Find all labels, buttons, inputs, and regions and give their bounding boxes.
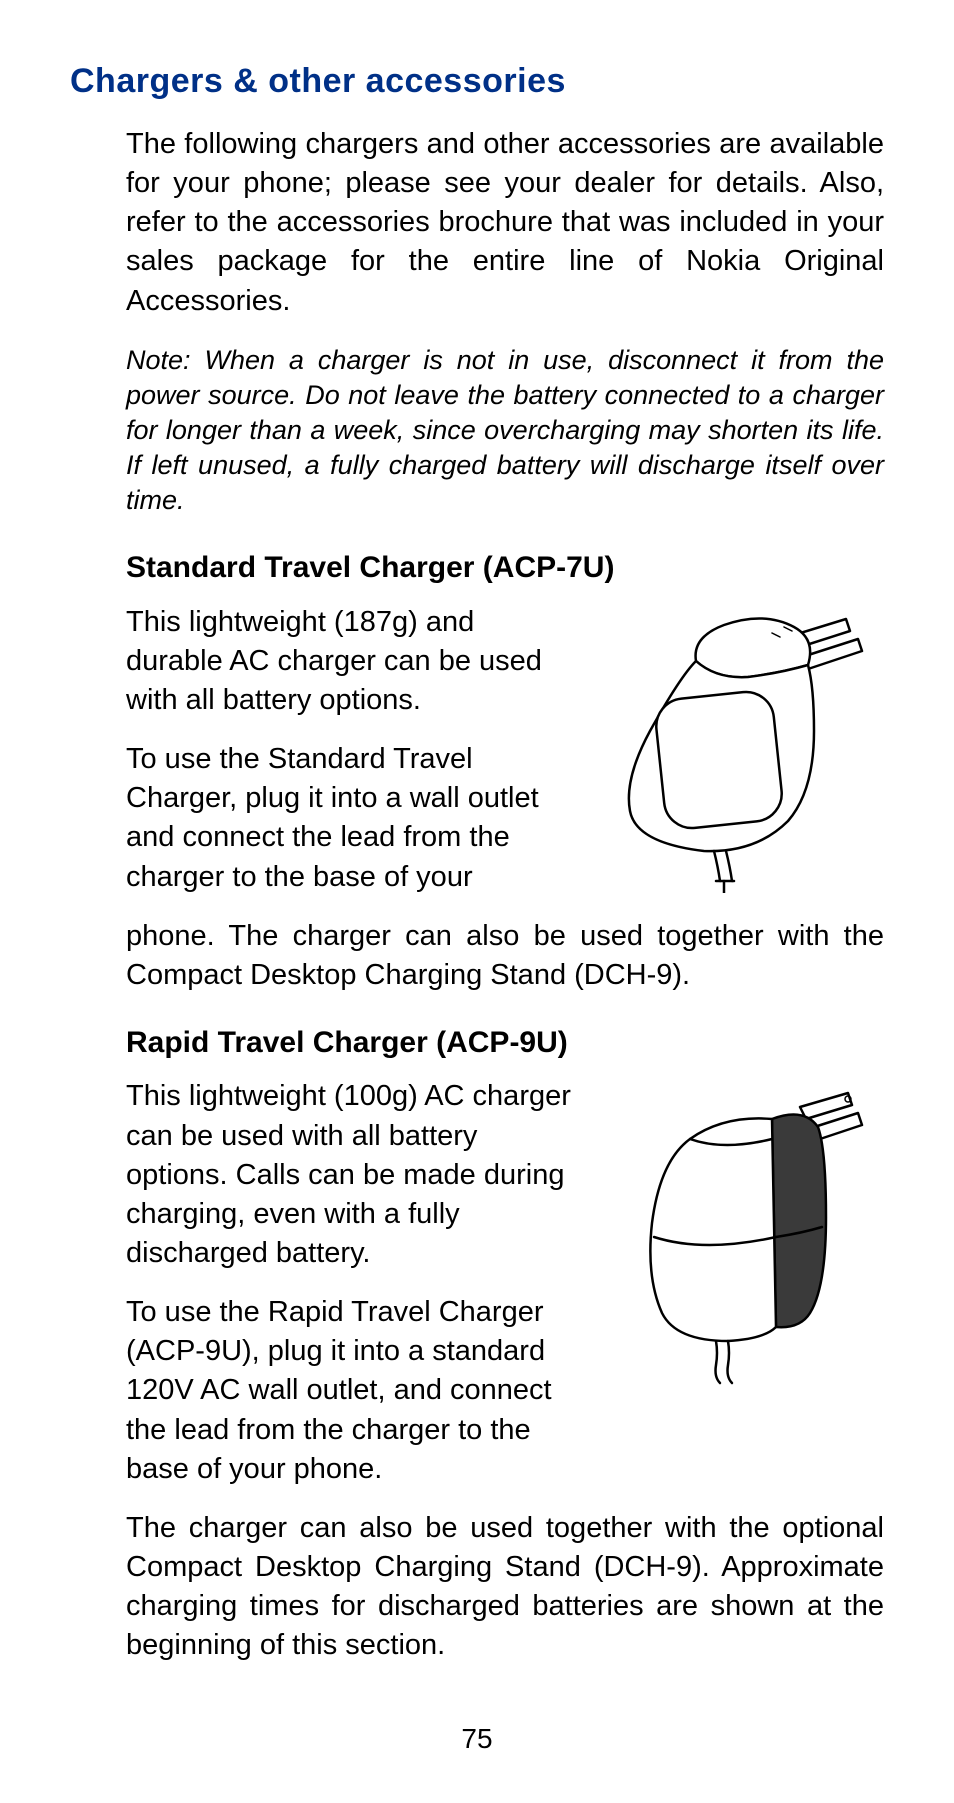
subsection2-text: This lightweight (100g) AC charger can b… (126, 1077, 586, 1508)
subsection1-p3: phone. The charger can also be used toge… (126, 917, 884, 995)
subsection2-p3: The charger can also be used together wi… (126, 1509, 884, 1666)
section-heading: Chargers & other accessories (70, 62, 884, 101)
subsection1-row: This lightweight (187g) and durable AC c… (126, 603, 884, 917)
charger-acp9u-icon (604, 1077, 884, 1387)
charger-acp7u-illustration (584, 603, 884, 917)
charger-acp9u-illustration (604, 1077, 884, 1508)
subsection2-heading: Rapid Travel Charger (ACP-9U) (126, 1023, 884, 1064)
charger-acp7u-icon (584, 603, 884, 893)
subsection1-p1: This lightweight (187g) and durable AC c… (126, 603, 566, 720)
subsection1-text: This lightweight (187g) and durable AC c… (126, 603, 566, 917)
subsection2-row: This lightweight (100g) AC charger can b… (126, 1077, 884, 1508)
subsection2-p1: This lightweight (100g) AC charger can b… (126, 1077, 586, 1273)
intro-paragraph: The following chargers and other accesso… (126, 125, 884, 321)
page-number: 75 (0, 1723, 954, 1755)
subsection1-heading: Standard Travel Charger (ACP-7U) (126, 548, 884, 589)
note-paragraph: Note: When a charger is not in use, disc… (126, 343, 884, 518)
subsection2-p2: To use the Rapid Travel Charger (ACP-9U)… (126, 1293, 586, 1489)
subsection1-p2: To use the Standard Travel Charger, plug… (126, 740, 566, 897)
